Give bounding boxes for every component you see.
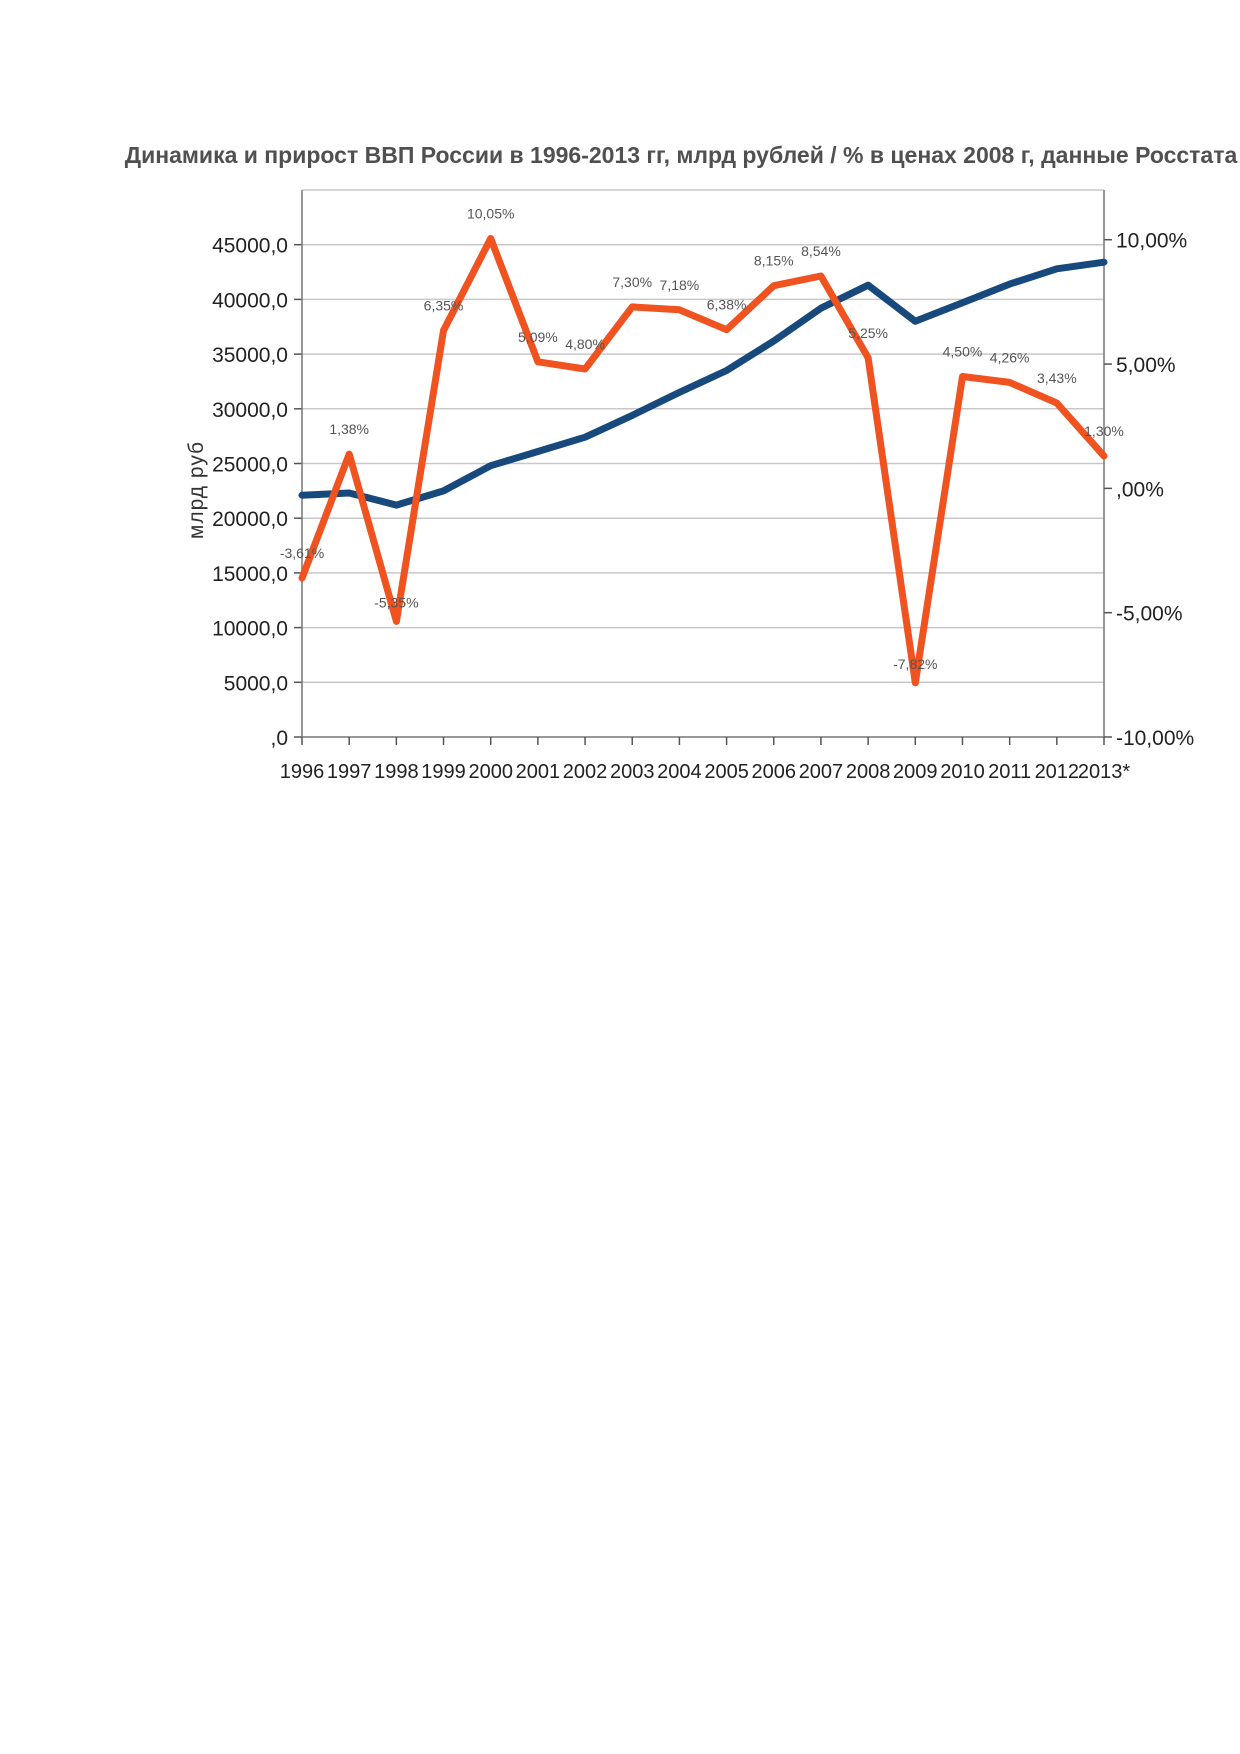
x-tick-label: 1997 — [327, 761, 372, 783]
x-tick-label: 2006 — [752, 761, 797, 783]
y-tick-label: 5000,0 — [224, 672, 288, 695]
x-tick-label: 1999 — [421, 761, 466, 783]
x-tick-label: 2002 — [563, 761, 608, 783]
data-labels: -3,61% 1,38% -5,35% 6,35% 10,05% 5,09% 4,80% 7,… — [280, 205, 1124, 671]
series — [298, 235, 1108, 687]
data-label: 1,38% — [329, 421, 369, 437]
data-label: 5,25% — [848, 325, 888, 341]
data-label: 1,30% — [1084, 423, 1124, 439]
gdp-volume-line — [298, 258, 1108, 509]
chart-area: Динамика и прирост ВВП России в 1996-201… — [0, 0, 1240, 820]
x-tick-label: 1996 — [280, 761, 325, 783]
data-label: -5,35% — [374, 594, 418, 610]
x-tick-label: 2011 — [988, 761, 1031, 783]
data-label: 4,80% — [565, 336, 605, 352]
x-tick-label: 2004 — [657, 761, 702, 783]
x-tick-label: 2003 — [610, 761, 655, 783]
y-tick-label: 15000,0 — [212, 563, 288, 586]
x-tick-label: 2001 — [516, 761, 561, 783]
y-tick-label: 30000,0 — [212, 399, 288, 422]
data-label: 8,15% — [754, 253, 794, 269]
data-label: 5,09% — [518, 329, 558, 345]
y-tick-label: 25000,0 — [212, 454, 288, 477]
data-label: -7,82% — [893, 656, 937, 672]
y2-tick-label: ,00% — [1116, 478, 1164, 501]
data-label: 3,43% — [1037, 370, 1077, 386]
data-label: -3,61% — [280, 545, 324, 561]
x-tick-label: 2005 — [704, 761, 749, 783]
x-axis: 1996 1997 1998 1999 2000 2001 2002 2003 2004 2005… — [280, 736, 1130, 783]
data-label: 8,54% — [801, 243, 841, 259]
y2-tick-label: 5,00% — [1116, 354, 1176, 377]
x-tick-label: 2008 — [846, 761, 891, 783]
y2-tick-label: -5,00% — [1116, 603, 1183, 626]
x-tick-label: 2010 — [940, 761, 985, 783]
data-label: 4,50% — [943, 343, 983, 359]
x-tick-label: 2013* — [1078, 761, 1130, 783]
data-label: 4,26% — [990, 349, 1030, 365]
y-tick-label: 35000,0 — [212, 344, 288, 367]
data-label: 6,38% — [707, 297, 747, 313]
data-label: 7,30% — [612, 274, 652, 290]
x-tick-label: 1998 — [374, 761, 419, 783]
y-tick-label: 20000,0 — [212, 508, 288, 531]
y2-tick-label: 10,00% — [1116, 230, 1187, 253]
y-tick-label: ,0 — [270, 727, 288, 750]
x-tick-label: 2012 — [1035, 761, 1080, 783]
y-tick-label: 40000,0 — [212, 289, 288, 312]
y-tick-label: 10000,0 — [212, 618, 288, 641]
y2-tick-label: -10,00% — [1116, 727, 1194, 750]
grid — [302, 189, 1104, 684]
gdp-growth-line — [298, 235, 1108, 687]
x-tick-label: 2009 — [893, 761, 938, 783]
y2-axis: 10,00% 5,00% ,00% -5,00% -10,00% — [1103, 190, 1194, 750]
y-axis-label: млрд руб — [185, 441, 208, 539]
data-label: 7,18% — [660, 277, 700, 293]
y-tick-label: 45000,0 — [212, 235, 288, 258]
y-axis: 45000,0 40000,0 35000,0 30000,0 25000,0 20000… — [212, 190, 303, 750]
data-label: 6,35% — [424, 297, 464, 313]
data-label: 10,05% — [467, 205, 514, 221]
x-tick-label: 2000 — [468, 761, 513, 783]
gdp-chart: Динамика и прирост ВВП России в 1996-201… — [125, 142, 1238, 783]
chart-title: Динамика и прирост ВВП России в 1996-201… — [125, 142, 1238, 168]
x-tick-label: 2007 — [799, 761, 844, 783]
